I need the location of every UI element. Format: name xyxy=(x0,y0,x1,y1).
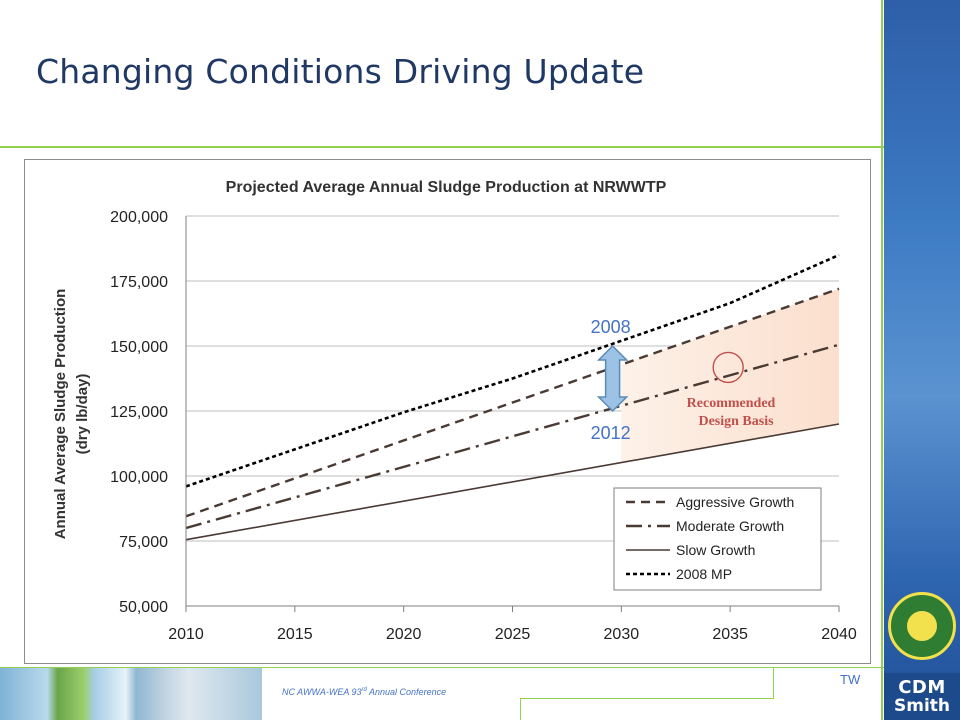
right-divider xyxy=(881,0,883,720)
title-divider xyxy=(0,146,884,148)
y-tick-label: 125,000 xyxy=(110,404,168,421)
annotations: 2008 2012 Recommended Design Basis xyxy=(591,317,776,443)
year-label-2008: 2008 xyxy=(591,317,631,337)
legend-label: Aggressive Growth xyxy=(676,494,794,510)
design-basis-label: Recommended xyxy=(687,396,776,411)
x-tick-label: 2010 xyxy=(168,626,204,643)
y-tick-label: 75,000 xyxy=(119,534,168,551)
y-tick-label: 200,000 xyxy=(110,209,168,226)
city-seal xyxy=(888,592,956,660)
y-tick-label: 50,000 xyxy=(119,599,168,616)
footer-divider xyxy=(0,667,884,668)
axes: 50,000 75,000 100,000 125,000 150,000 175,000… xyxy=(110,209,857,643)
logo-line-2: Smith xyxy=(893,696,950,716)
x-tick-label: 2020 xyxy=(386,626,422,643)
footer-box xyxy=(520,668,774,699)
x-tick-label: 2030 xyxy=(604,626,640,643)
legend-label: 2008 MP xyxy=(676,566,732,582)
y-tick-label: 175,000 xyxy=(110,274,168,291)
conference-label: NC AWWA-WEA 93rd Annual Conference xyxy=(282,687,447,697)
sludge-projection-chart: Projected Average Annual Sludge Producti… xyxy=(52,179,857,643)
series-line-moderate-growth xyxy=(185,343,840,530)
chart-frame: Projected Average Annual Sludge Producti… xyxy=(24,159,871,664)
legend: Aggressive Growth Moderate Growth Slow Gro… xyxy=(613,487,822,591)
series-line-2008-mp xyxy=(185,253,840,488)
change-arrow xyxy=(596,344,629,413)
y-axis-label: Annual Average Sludge Production xyxy=(52,289,69,540)
footer-box xyxy=(520,699,885,720)
x-tick-label: 2015 xyxy=(277,626,313,643)
legend-label: Moderate Growth xyxy=(676,518,784,534)
y-axis-units: (dry lb/day) xyxy=(74,374,91,455)
slide-title: Changing Conditions Driving Update xyxy=(36,52,645,91)
x-tick-label: 2040 xyxy=(821,626,857,643)
footer-photo-strip xyxy=(0,668,262,720)
y-tick-label: 150,000 xyxy=(110,339,168,356)
design-basis-label: Design Basis xyxy=(698,414,774,429)
series-lines xyxy=(185,253,840,541)
x-tick-label: 2025 xyxy=(495,626,531,643)
legend-label: Slow Growth xyxy=(676,542,755,558)
logo-line-1: CDM xyxy=(898,677,946,698)
y-tick-label: 100,000 xyxy=(110,469,168,486)
series-line-slow-growth xyxy=(185,423,840,541)
year-label-2012: 2012 xyxy=(591,423,631,443)
seal-center xyxy=(905,609,939,643)
cdm-smith-logo: CDM Smith xyxy=(884,673,960,720)
x-tick-label: 2035 xyxy=(712,626,748,643)
series-line-aggressive-growth xyxy=(185,287,840,518)
design-basis-circle xyxy=(712,351,744,384)
presenter-initials: TW xyxy=(840,672,861,687)
chart-title: Projected Average Annual Sludge Producti… xyxy=(226,179,667,196)
